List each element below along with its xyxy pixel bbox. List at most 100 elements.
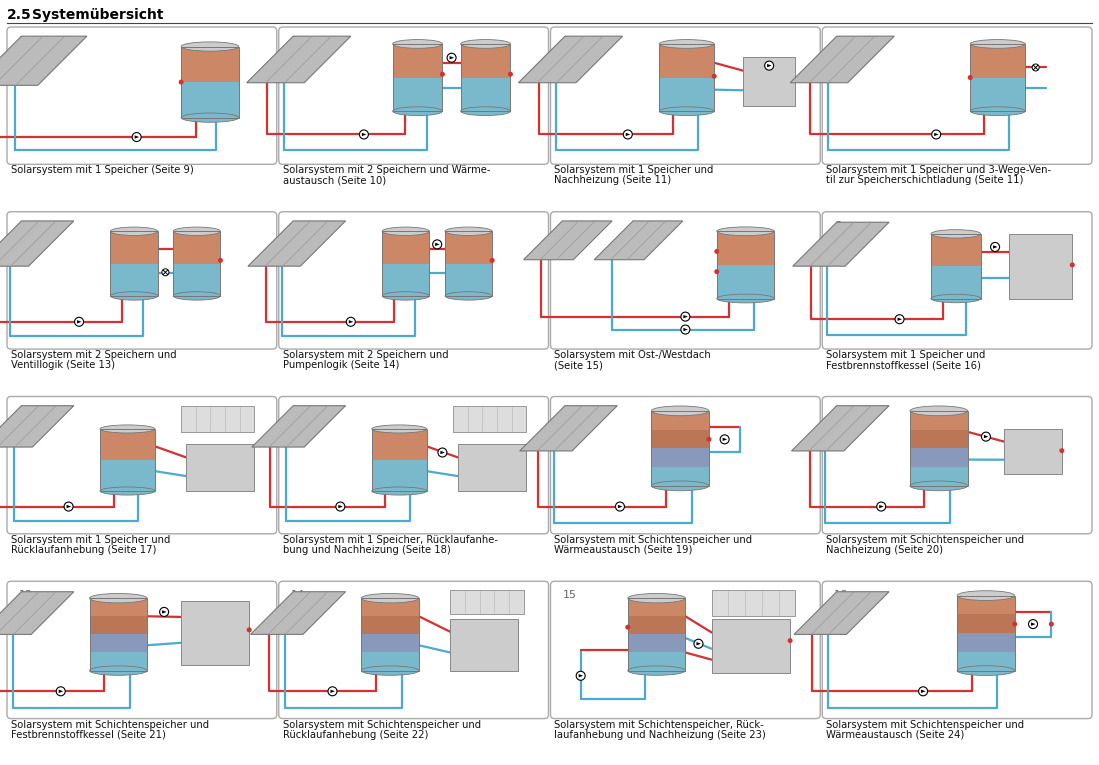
Ellipse shape <box>652 481 709 490</box>
Text: 9: 9 <box>19 405 26 415</box>
Ellipse shape <box>628 594 686 603</box>
Circle shape <box>1059 448 1064 453</box>
Text: Rücklaufanhebung (Seite 22): Rücklaufanhebung (Seite 22) <box>282 730 429 740</box>
FancyBboxPatch shape <box>460 44 510 77</box>
FancyBboxPatch shape <box>659 77 714 111</box>
Circle shape <box>707 437 711 442</box>
FancyBboxPatch shape <box>279 212 548 349</box>
FancyBboxPatch shape <box>957 596 1014 614</box>
Circle shape <box>895 314 904 324</box>
FancyBboxPatch shape <box>279 581 548 718</box>
Ellipse shape <box>362 666 419 675</box>
Text: 14: 14 <box>291 591 304 601</box>
FancyBboxPatch shape <box>652 467 709 486</box>
Circle shape <box>1032 64 1040 71</box>
FancyBboxPatch shape <box>551 212 820 349</box>
FancyBboxPatch shape <box>89 617 147 634</box>
Polygon shape <box>792 222 889 266</box>
Circle shape <box>218 258 223 263</box>
Text: Solarsystem mit 1 Speicher (Seite 9): Solarsystem mit 1 Speicher (Seite 9) <box>11 165 193 175</box>
Circle shape <box>159 607 168 617</box>
Circle shape <box>64 502 74 511</box>
Text: (Seite 15): (Seite 15) <box>555 360 603 370</box>
Polygon shape <box>67 505 71 508</box>
Polygon shape <box>348 320 353 324</box>
Text: 6: 6 <box>291 221 298 231</box>
Ellipse shape <box>382 227 430 236</box>
Circle shape <box>981 432 990 441</box>
Ellipse shape <box>628 666 686 675</box>
FancyBboxPatch shape <box>970 77 1025 111</box>
FancyBboxPatch shape <box>445 264 492 296</box>
Ellipse shape <box>382 291 430 300</box>
Polygon shape <box>879 505 884 508</box>
Circle shape <box>1029 620 1037 629</box>
Text: Nachheizung (Seite 20): Nachheizung (Seite 20) <box>826 545 943 555</box>
Ellipse shape <box>445 291 492 300</box>
Circle shape <box>681 312 690 321</box>
Circle shape <box>246 627 252 633</box>
Text: Solarsystem mit Schichtenspeicher und: Solarsystem mit Schichtenspeicher und <box>826 720 1024 730</box>
Text: Festbrennstoffkessel (Seite 21): Festbrennstoffkessel (Seite 21) <box>11 730 166 740</box>
Circle shape <box>714 249 719 254</box>
FancyBboxPatch shape <box>100 460 155 491</box>
Polygon shape <box>0 36 87 86</box>
Ellipse shape <box>717 295 775 303</box>
Polygon shape <box>921 689 925 693</box>
FancyBboxPatch shape <box>174 264 221 296</box>
FancyBboxPatch shape <box>362 617 419 634</box>
FancyBboxPatch shape <box>957 633 1014 652</box>
Polygon shape <box>519 36 622 83</box>
Circle shape <box>788 638 792 643</box>
Ellipse shape <box>371 425 426 433</box>
Text: Solarsystem mit 2 Speichern und: Solarsystem mit 2 Speichern und <box>282 350 448 360</box>
Polygon shape <box>0 405 74 447</box>
Text: austausch (Seite 10): austausch (Seite 10) <box>282 175 386 185</box>
Text: Solarsystem mit 1 Speicher, Rücklaufanhe-: Solarsystem mit 1 Speicher, Rücklaufanhe… <box>282 535 498 545</box>
Text: Solarsystem mit 1 Speicher und: Solarsystem mit 1 Speicher und <box>555 165 714 175</box>
Text: Systemübersicht: Systemübersicht <box>32 8 164 22</box>
FancyBboxPatch shape <box>931 234 980 266</box>
Polygon shape <box>520 405 618 451</box>
FancyBboxPatch shape <box>111 231 157 264</box>
Text: Solarsystem mit Schichtenspeicher und: Solarsystem mit Schichtenspeicher und <box>826 535 1024 545</box>
Polygon shape <box>134 135 140 138</box>
Ellipse shape <box>174 291 221 300</box>
FancyBboxPatch shape <box>458 444 526 491</box>
Polygon shape <box>791 405 889 451</box>
Text: laufanhebung und Nachheizung (Seite 23): laufanhebung und Nachheizung (Seite 23) <box>555 730 766 740</box>
Circle shape <box>877 502 886 511</box>
Polygon shape <box>246 36 351 83</box>
Text: 4: 4 <box>834 36 842 46</box>
Circle shape <box>623 130 632 139</box>
Circle shape <box>693 640 703 648</box>
Text: 8: 8 <box>834 221 842 231</box>
Text: Solarsystem mit 1 Speicher und: Solarsystem mit 1 Speicher und <box>826 350 986 360</box>
Circle shape <box>440 72 445 76</box>
FancyBboxPatch shape <box>362 653 419 671</box>
Ellipse shape <box>910 481 967 490</box>
Text: 7: 7 <box>563 221 569 231</box>
Ellipse shape <box>460 40 510 48</box>
Ellipse shape <box>111 291 157 300</box>
Circle shape <box>1048 622 1054 627</box>
Polygon shape <box>251 591 345 634</box>
Ellipse shape <box>392 107 443 116</box>
Text: til zur Speicherschichtladung (Seite 11): til zur Speicherschichtladung (Seite 11) <box>826 175 1023 185</box>
FancyBboxPatch shape <box>822 212 1092 349</box>
FancyBboxPatch shape <box>910 448 967 467</box>
Text: Solarsystem mit 1 Speicher und: Solarsystem mit 1 Speicher und <box>11 535 170 545</box>
FancyBboxPatch shape <box>451 591 523 614</box>
Polygon shape <box>77 320 81 324</box>
FancyBboxPatch shape <box>89 653 147 671</box>
Ellipse shape <box>100 425 155 433</box>
Circle shape <box>508 72 513 76</box>
Ellipse shape <box>910 406 967 415</box>
Text: Festbrennstoffkessel (Seite 16): Festbrennstoffkessel (Seite 16) <box>826 360 981 370</box>
Circle shape <box>615 502 624 511</box>
Polygon shape <box>331 689 335 693</box>
FancyBboxPatch shape <box>628 617 686 634</box>
Ellipse shape <box>100 487 155 495</box>
Polygon shape <box>625 133 630 136</box>
FancyBboxPatch shape <box>111 264 157 296</box>
